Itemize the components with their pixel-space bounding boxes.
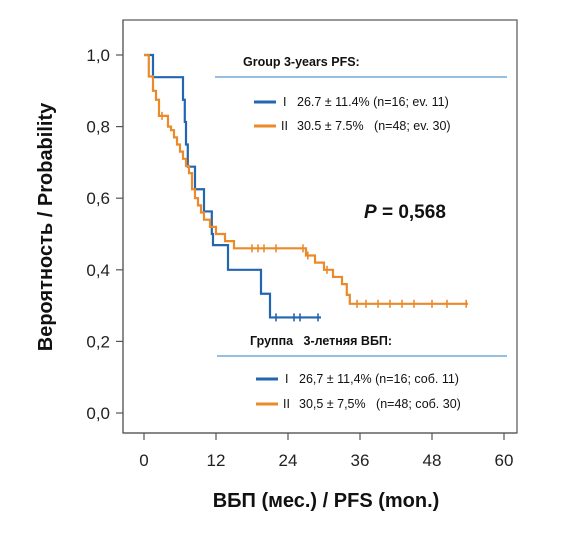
p-value-text: = 0,568 bbox=[377, 202, 446, 223]
x-tick-label: 48 bbox=[423, 451, 442, 470]
legend-russian-header: Группа 3-летняя ВБП: bbox=[250, 334, 392, 348]
y-tick-label: 0,2 bbox=[86, 332, 110, 351]
group-2-survival-line bbox=[144, 53, 468, 305]
legend-english-header: Group 3-years PFS: bbox=[243, 55, 360, 69]
y-tick-label: 1,0 bbox=[86, 46, 110, 65]
legend-english-group-1: I bbox=[283, 95, 286, 109]
y-axis-title: Вероятность / Probability bbox=[35, 102, 57, 351]
y-axis-ticks: 0,0 0,2 0,4 0,6 0,8 1,0 bbox=[86, 46, 123, 423]
legend-russian: Группа 3-летняя ВБП: I 26,7 ± 11,4% (n=1… bbox=[217, 334, 507, 411]
p-value-label: P = 0,568 bbox=[364, 202, 446, 223]
legend-english: Group 3-years PFS: I 26.7 ± 11.4% (n=16;… bbox=[215, 55, 507, 133]
legend-russian-text-2: 30,5 ± 7,5% (n=48; соб. 30) bbox=[299, 397, 461, 411]
legend-russian-group-1: I bbox=[285, 372, 288, 386]
x-tick-label: 36 bbox=[351, 451, 370, 470]
legend-english-text-2: 30.5 ± 7.5% (n=48; ev. 30) bbox=[297, 119, 451, 133]
y-tick-label: 0,4 bbox=[86, 261, 110, 280]
y-tick-label: 0,0 bbox=[86, 404, 110, 423]
legend-russian-group-2: II bbox=[283, 397, 290, 411]
y-tick-label: 0,8 bbox=[86, 118, 110, 137]
series-layer bbox=[144, 53, 468, 322]
legend-english-text-1: 26.7 ± 11.4% (n=16; ev. 11) bbox=[297, 95, 449, 109]
x-tick-label: 12 bbox=[207, 451, 226, 470]
x-tick-label: 60 bbox=[495, 451, 514, 470]
x-axis-title: ВБП (мес.) / PFS (mon.) bbox=[213, 490, 440, 512]
x-tick-label: 24 bbox=[279, 451, 298, 470]
legend-russian-text-1: 26,7 ± 11,4% (n=16; соб. 11) bbox=[299, 372, 459, 386]
group-1-survival-line bbox=[144, 53, 321, 319]
x-axis-ticks: 0 12 24 36 48 60 bbox=[139, 433, 513, 470]
y-tick-label: 0,6 bbox=[86, 189, 110, 208]
plot-frame bbox=[122, 19, 518, 434]
p-value-prefix: P bbox=[364, 202, 377, 223]
x-tick-label: 0 bbox=[139, 451, 148, 470]
legend-english-group-2: II bbox=[281, 119, 288, 133]
